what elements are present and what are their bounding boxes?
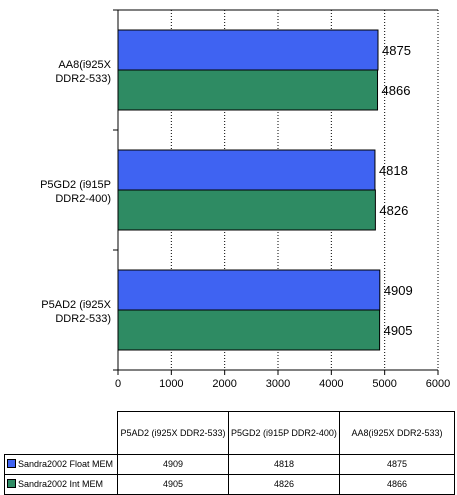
category-label-line: P5GD2 (i915P <box>40 179 111 191</box>
x-tick-label: 5000 <box>372 378 396 390</box>
data-label: 4875 <box>382 43 411 58</box>
table-cell: 4826 <box>228 474 340 495</box>
x-tick-label: 0 <box>115 378 121 390</box>
x-tick-label: 4000 <box>319 378 343 390</box>
series-name: Sandra2002 Float MEM <box>18 459 114 469</box>
x-tick-label: 1000 <box>159 378 183 390</box>
data-label: 4826 <box>379 203 408 218</box>
table-cell: 4818 <box>228 454 340 475</box>
table-row: Sandra2002 Float MEM 4909 4818 4875 <box>4 454 455 475</box>
data-label: 4909 <box>384 283 413 298</box>
table-row-header: Sandra2002 Float MEM <box>4 454 118 475</box>
bar <box>117 69 379 111</box>
category-label-line: P5AD2 (i925X <box>41 299 111 311</box>
legend-swatch-float <box>7 459 16 468</box>
table-cell: 4909 <box>117 454 229 475</box>
bar <box>117 149 376 191</box>
table-corner <box>5 412 118 455</box>
category-label-line: DDR2-400) <box>55 193 111 205</box>
chart-axes <box>113 9 439 375</box>
data-table: P5AD2 (i925X DDR2-533) P5GD2 (i915P DDR2… <box>4 411 455 495</box>
bar-chart: 0 1000 2000 3000 4000 5000 6000 4875 4866 AA8(i92… <box>40 9 450 390</box>
series-name: Sandra2002 Int MEM <box>18 479 104 489</box>
category-label-line: DDR2-533) <box>55 313 111 325</box>
data-label: 4905 <box>384 323 413 338</box>
table-cell: 4875 <box>339 454 455 475</box>
category-label: P5AD2 (i925X DDR2-533) <box>41 299 111 325</box>
category-label-line: DDR2-533) <box>55 73 111 85</box>
data-label: 4866 <box>382 83 411 98</box>
chart-bars <box>117 29 381 351</box>
table-cell: 4905 <box>117 474 229 495</box>
bar <box>117 29 379 71</box>
x-tick-label: 2000 <box>212 378 236 390</box>
table-header-cell: P5AD2 (i925X DDR2-533) <box>117 411 229 455</box>
chart-labels: 0 1000 2000 3000 4000 5000 6000 4875 4866 AA8(i92… <box>40 43 450 390</box>
bar <box>117 269 381 311</box>
table-header-cell: AA8(i925X DDR2-533) <box>339 411 455 455</box>
table-row: Sandra2002 Int MEM 4905 4826 4866 <box>4 474 455 495</box>
category-label: P5GD2 (i915P DDR2-400) <box>40 179 111 205</box>
category-label-line: AA8(i925X <box>58 59 111 71</box>
table-cell: 4866 <box>339 474 455 495</box>
data-label: 4818 <box>379 163 408 178</box>
bar <box>117 309 381 351</box>
bar <box>117 189 376 231</box>
x-tick-label: 6000 <box>426 378 450 390</box>
x-tick-label: 3000 <box>266 378 290 390</box>
category-label: AA8(i925X DDR2-533) <box>55 59 111 85</box>
table-row-header: Sandra2002 Int MEM <box>4 474 118 495</box>
table-header-cell: P5GD2 (i915P DDR2-400) <box>228 411 340 455</box>
table-header-row: P5AD2 (i925X DDR2-533) P5GD2 (i915P DDR2… <box>5 411 455 455</box>
